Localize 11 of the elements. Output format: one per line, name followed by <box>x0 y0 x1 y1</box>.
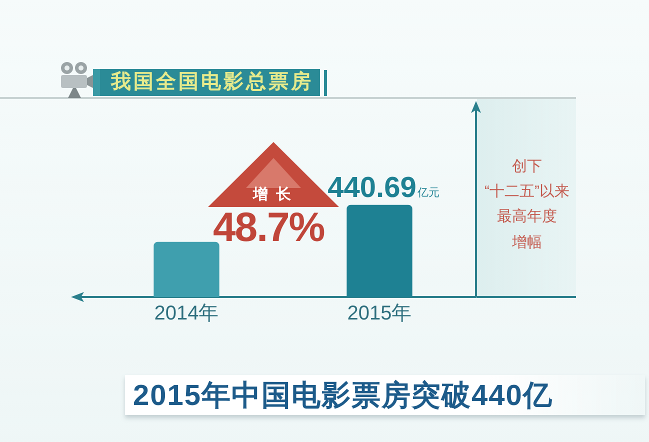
text: “十二五”以来 <box>484 182 570 202</box>
data-label: 440.69亿元 <box>328 172 440 204</box>
annotation: 48.7% <box>213 204 324 250</box>
text: 最高年度 <box>497 207 557 227</box>
text: 创下 <box>512 157 542 177</box>
text: 增幅 <box>512 233 542 253</box>
text: 2015年中国电影票房突破440亿 <box>133 379 553 413</box>
x-tick-label: 2015年 <box>347 302 412 325</box>
chart-title: 我国全国电影总票房 <box>111 70 314 95</box>
x-tick-label: 2014年 <box>154 302 219 325</box>
text: 增长 <box>252 186 299 204</box>
